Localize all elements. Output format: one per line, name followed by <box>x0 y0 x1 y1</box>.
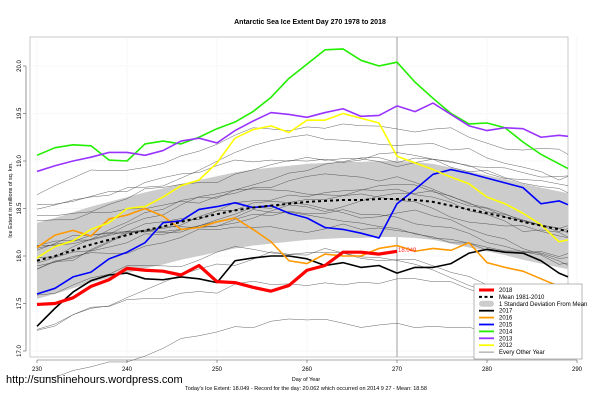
other-year-line <box>36 152 569 216</box>
y-tick-label: 18.0 <box>17 250 23 262</box>
footer-stats: Today's Ice Extent: 18.049 - Record for … <box>185 386 427 392</box>
series-line-2017 <box>36 248 569 327</box>
other-year-line <box>36 157 569 205</box>
legend-label: 2018 <box>499 288 513 294</box>
legend-label: 2013 <box>499 336 513 342</box>
series-line-2014 <box>36 48 569 170</box>
legend-label: Every Other Year <box>499 350 545 356</box>
y-tick-label: 20.0 <box>17 60 23 72</box>
other-year-line <box>36 209 569 270</box>
legend-label: 2012 <box>499 343 513 349</box>
series-line-mean-1981-2010 <box>36 198 569 262</box>
chart-title: Antarctic Sea Ice Extent Day 270 1978 to… <box>234 19 386 26</box>
series-line-2016 <box>36 207 569 290</box>
other-year-line <box>36 134 569 210</box>
end-value-label: 18.049 <box>398 248 417 254</box>
std-band <box>37 161 568 299</box>
y-axis-label: Ice Extent in millions of sq. km. <box>8 162 14 238</box>
y-tick-label: 19.0 <box>17 155 23 167</box>
x-tick-label: 280 <box>482 367 493 373</box>
axes: 230 240 250 260 270 280 290 17.0 17.5 18.0 18.5 19.… <box>17 60 583 373</box>
legend-label: 2016 <box>499 316 513 322</box>
std-deviation-band <box>37 161 568 299</box>
series-line-2012 <box>36 112 569 259</box>
y-tick-label: 17.5 <box>17 297 23 309</box>
legend-swatch <box>479 300 494 307</box>
x-tick-label: 290 <box>572 367 583 373</box>
x-tick-label: 250 <box>212 367 223 373</box>
other-year-line <box>36 202 569 266</box>
series-line-2013 <box>36 102 569 173</box>
other-year-line <box>36 184 569 246</box>
y-tick-label: 18.5 <box>17 202 23 214</box>
legend-label: Mean 1981-2010 <box>499 295 545 301</box>
y-tick-label: 19.5 <box>17 107 23 119</box>
x-axis-label: Day of Year <box>292 377 321 383</box>
other-year-line <box>36 123 569 195</box>
legend-label: 2017 <box>499 309 513 315</box>
legend-label: 2015 <box>499 323 513 329</box>
other-year-line <box>36 209 569 259</box>
y-tick-label: 17.0 <box>17 345 23 357</box>
legend-label: 1 Standard Deviation From Mean <box>499 302 587 308</box>
series-line-2018 <box>36 249 398 307</box>
series-lines <box>36 48 569 327</box>
website-watermark: http://sunshinehours.wordpress.com <box>6 374 183 386</box>
other-year-line <box>36 188 569 270</box>
x-tick-label: 260 <box>302 367 313 373</box>
x-tick-label: 230 <box>32 367 43 373</box>
other-year-line <box>36 190 569 246</box>
x-tick-label: 270 <box>392 367 403 373</box>
legend-label: 2014 <box>499 329 513 335</box>
other-year-line <box>36 157 569 258</box>
series-line-2015 <box>36 168 569 295</box>
x-tick-label: 240 <box>122 367 133 373</box>
